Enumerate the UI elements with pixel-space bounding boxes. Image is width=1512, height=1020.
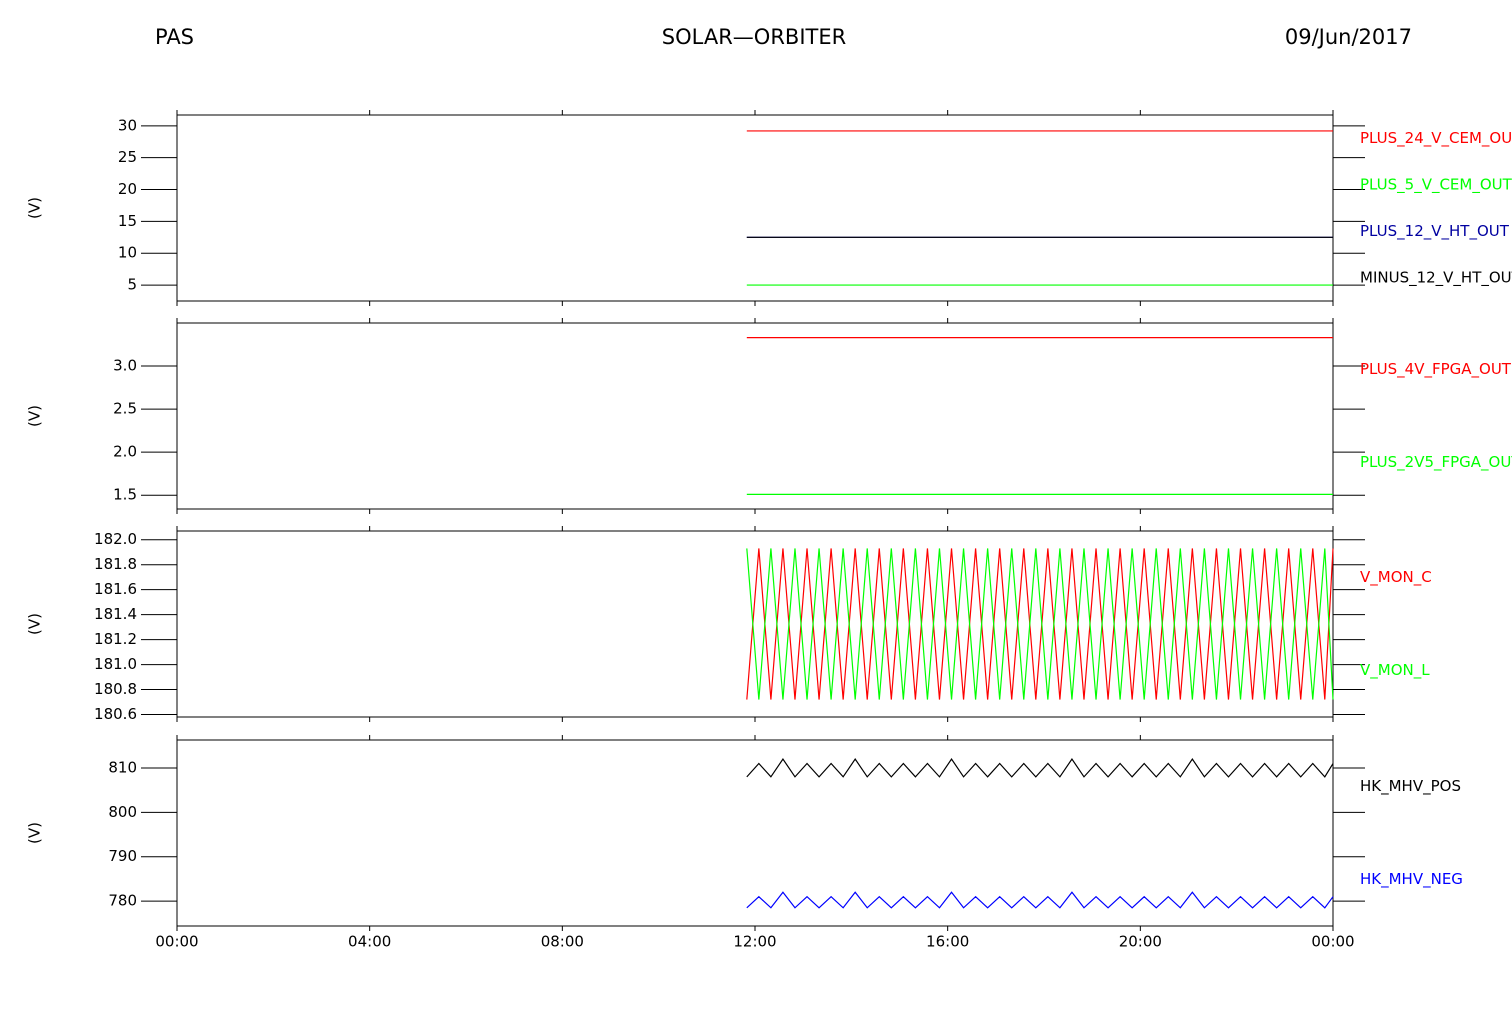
plot-frame [176,322,1334,510]
y-tick-label: 181.6 [94,580,137,598]
legend-entry: HK_MHV_POS [1360,777,1461,796]
x-tick-label: 04:00 [348,933,391,951]
legend-entry: PLUS_5_V_CEM_OUT [1360,175,1512,194]
y-tick-label: 3.0 [113,357,137,375]
legend-entry: PLUS_24_V_CEM_OUT [1360,129,1512,148]
y-tick-label: 810 [108,758,137,776]
y-axis-label: (V) [26,613,44,635]
x-tick-label: 16:00 [926,933,969,951]
header-date: 09/Jun/2017 [1285,25,1412,49]
x-tick-label: 00:00 [155,933,198,951]
x-tick-label: 12:00 [733,933,776,951]
y-tick-label: 15 [118,212,137,230]
y-tick-label: 10 [118,244,137,262]
series-line [746,548,1334,700]
legend-entry: PLUS_12_V_HT_OUT [1360,222,1510,241]
legend-entry: MINUS_12_V_HT_OUT [1360,268,1512,287]
y-tick-label: 790 [108,847,137,865]
y-tick-label: 181.2 [94,630,137,648]
y-tick-label: 780 [108,892,137,910]
y-tick-label: 1.5 [113,486,137,504]
x-tick-label: 08:00 [541,933,584,951]
legend-entry: PLUS_2V5_FPGA_OUT [1360,453,1512,472]
y-tick-label: 5 [127,276,137,294]
series-line [746,548,1334,700]
legend-entry: HK_MHV_NEG [1360,870,1463,889]
y-tick-label: 180.8 [94,680,137,698]
y-tick-label: 800 [108,803,137,821]
plot-frame [176,530,1334,718]
header-title: SOLAR—ORBITER [662,25,846,49]
y-tick-label: 181.8 [94,555,137,573]
legend-entry: PLUS_4V_FPGA_OUT [1360,360,1512,379]
series-line [746,758,1334,778]
y-axis-label: (V) [26,197,44,219]
y-axis-label: (V) [26,405,44,427]
plot-frame [176,114,1334,302]
y-tick-label: 30 [118,116,137,134]
y-tick-label: 181.4 [94,605,137,623]
legend-entry: V_MON_C [1360,568,1432,587]
y-tick-label: 2.0 [113,443,137,461]
y-tick-label: 180.6 [94,705,137,723]
y-tick-label: 2.5 [113,400,137,418]
x-tick-label: 20:00 [1119,933,1162,951]
header-left: PAS [155,25,194,49]
y-tick-label: 182.0 [94,530,137,548]
y-tick-label: 181.0 [94,655,137,673]
y-tick-label: 25 [118,148,137,166]
legend-entry: V_MON_L [1360,661,1430,680]
series-line [746,891,1334,909]
y-axis-label: (V) [26,822,44,844]
x-tick-label: 00:00 [1311,933,1354,951]
y-tick-label: 20 [118,180,137,198]
